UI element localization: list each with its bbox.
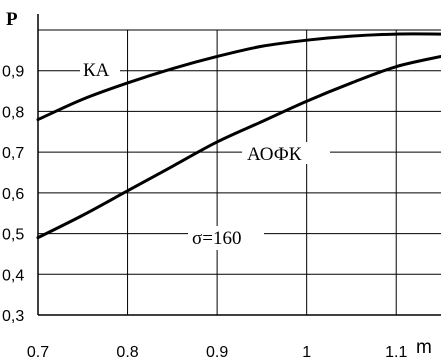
tick-labels: 0,3 0,4 0,5 0,6 0,7 0,8 0,9 0.7 0.8 0.9 1 1.1 <box>2 64 407 361</box>
series-group <box>36 32 441 240</box>
y-tick-label: 0,6 <box>2 186 24 203</box>
series-label-ka-bg <box>80 58 120 80</box>
series-label-aofk-group: АОФК <box>242 142 330 165</box>
axes <box>37 14 441 316</box>
y-tick-label: 0,8 <box>2 104 24 121</box>
sigma-annotation: σ=160 <box>192 228 241 249</box>
series-label-aofk: АОФК <box>247 144 302 165</box>
series-label-ka: КА <box>83 60 110 81</box>
series-line-aofk <box>36 54 441 240</box>
annotation-group: σ=160 <box>188 226 264 250</box>
y-tick-label: 0,9 <box>2 64 24 81</box>
x-tick-label: 0.8 <box>116 344 138 361</box>
x-tick-label: 1.1 <box>385 344 407 361</box>
x-axis-title: m <box>416 337 432 358</box>
y-tick-label: 0,5 <box>2 227 24 244</box>
series-label-aofk-bg <box>242 142 330 164</box>
x-tick-label: 0.7 <box>27 344 49 361</box>
x-tick-label: 0.9 <box>206 344 228 361</box>
series-line-ka <box>36 32 441 122</box>
y-tick-label: 0,4 <box>2 267 24 284</box>
y-axis-title: P <box>6 9 18 30</box>
y-tick-label: 0,3 <box>2 308 24 325</box>
series-label-ka-group: КА <box>80 58 120 81</box>
x-tick-label: 1 <box>302 344 311 361</box>
y-tick-label: 0,7 <box>2 145 24 162</box>
annotation-bg <box>188 226 264 250</box>
